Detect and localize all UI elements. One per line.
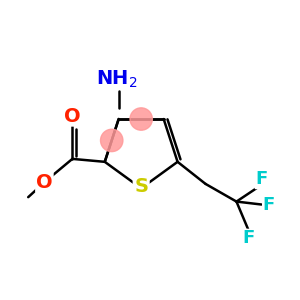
Text: NH$_2$: NH$_2$ bbox=[96, 69, 138, 90]
Circle shape bbox=[100, 129, 123, 152]
Text: S: S bbox=[134, 177, 148, 196]
Text: F: F bbox=[255, 170, 268, 188]
Text: F: F bbox=[242, 230, 254, 247]
Circle shape bbox=[130, 108, 152, 130]
Text: O: O bbox=[64, 107, 81, 126]
Text: F: F bbox=[263, 196, 275, 214]
Text: O: O bbox=[36, 173, 53, 192]
